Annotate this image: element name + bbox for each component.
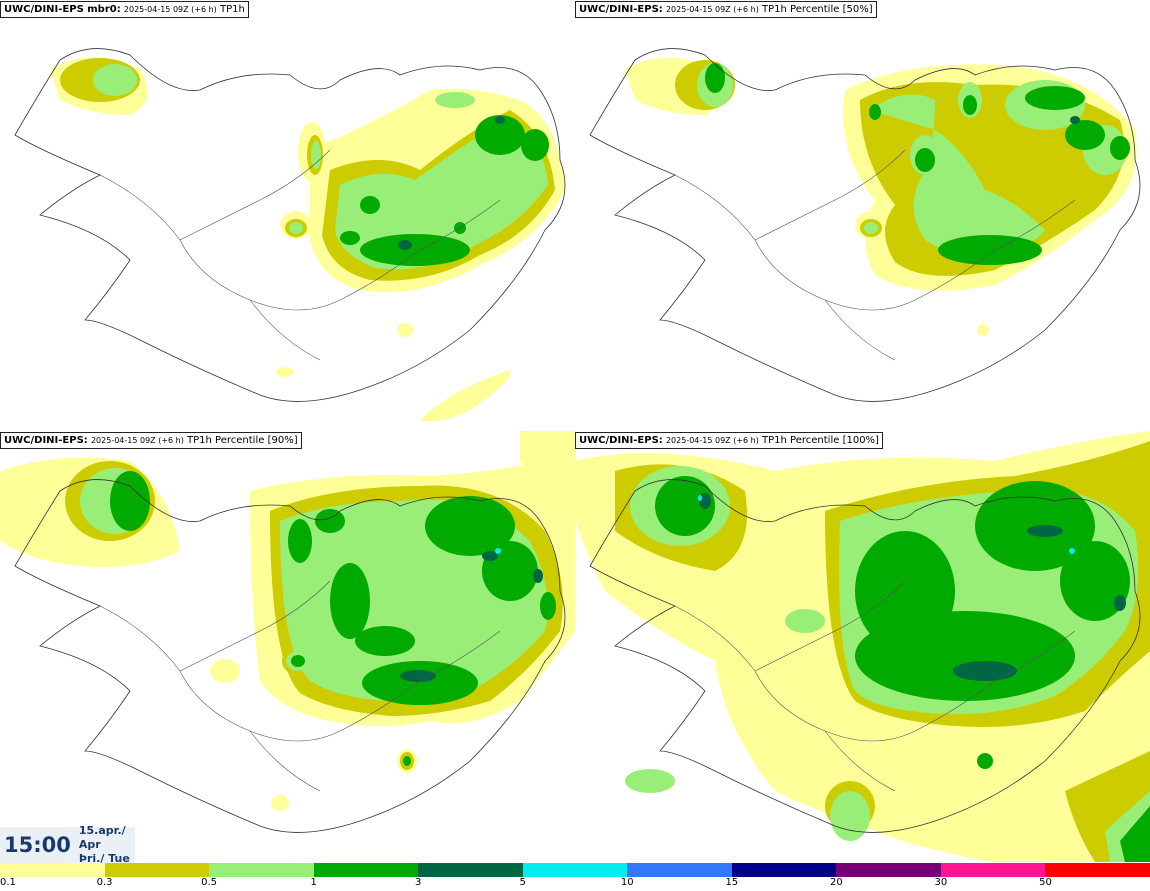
precip-1 xyxy=(655,476,1150,862)
roads xyxy=(99,580,501,792)
precip-3 xyxy=(398,116,505,250)
roads xyxy=(674,580,1076,792)
precip-3 xyxy=(1070,116,1080,124)
colorbar-segment xyxy=(731,863,837,877)
panel-title: UWC/DINI-EPS: 2025-04-15 09Z (+6 h) TP1h… xyxy=(0,432,302,449)
precip-3 xyxy=(699,493,1126,681)
panel-title: UWC/DINI-EPS: 2025-04-15 09Z (+6 h) TP1h… xyxy=(575,1,877,18)
coastline xyxy=(14,48,566,402)
colorbar-tick-label: 10 xyxy=(620,877,634,888)
colorbar xyxy=(0,863,1150,877)
precip-map xyxy=(0,431,575,833)
colorbar-tick-label: 0.1 xyxy=(0,877,16,888)
colorbar-segment xyxy=(940,863,1046,877)
roads xyxy=(674,149,1076,361)
coastline xyxy=(589,479,1141,833)
precip-map xyxy=(589,48,1141,402)
map-panel-p90: UWC/DINI-EPS: 2025-04-15 09Z (+6 h) TP1h… xyxy=(0,431,575,862)
colorbar-segment xyxy=(209,863,314,877)
map-panel-mbr0: UWC/DINI-EPS mbr0: 2025-04-15 09Z (+6 h)… xyxy=(0,0,575,431)
colorbar-segment xyxy=(0,863,105,877)
map-panel-p100: UWC/DINI-EPS: 2025-04-15 09Z (+6 h) TP1h… xyxy=(575,431,1150,862)
colorbar-segment xyxy=(313,863,419,877)
valid-date-day: 15.apr./ Apr xyxy=(78,824,126,851)
colorbar-tick-label: 30 xyxy=(934,877,948,888)
colorbar-segment xyxy=(522,863,628,877)
valid-time: 15:00 xyxy=(4,833,71,857)
valid-date: 15.apr./ Apr Þri./ Tue xyxy=(79,824,135,866)
panel-title: UWC/DINI-EPS mbr0: 2025-04-15 09Z (+6 h)… xyxy=(0,1,249,18)
precip-5 xyxy=(698,495,1075,554)
colorbar-segment xyxy=(418,863,523,877)
colorbar-tick-label: 3 xyxy=(414,877,422,888)
map-panel-p50: UWC/DINI-EPS: 2025-04-15 09Z (+6 h) TP1h… xyxy=(575,0,1150,431)
panel-title: UWC/DINI-EPS: 2025-04-15 09Z (+6 h) TP1h… xyxy=(575,432,883,449)
colorbar-tick-label: 20 xyxy=(829,877,843,888)
precip-1 xyxy=(340,115,549,266)
precip-map xyxy=(14,48,566,422)
coastline xyxy=(14,479,566,833)
precip-3 xyxy=(400,551,543,682)
colorbar-ticks: 0.1 0.3 0.5 1 3 5 10 15 20 30 50 xyxy=(0,877,1150,891)
colorbar-segment xyxy=(836,863,941,877)
precip-map xyxy=(575,431,1150,862)
colorbar-segment xyxy=(627,863,732,877)
valid-time-box: 15:00 15.apr./ Apr Þri./ Tue xyxy=(0,824,135,866)
valid-date-weekday: Þri./ Tue xyxy=(78,852,130,865)
colorbar-tick-label: 0.5 xyxy=(201,877,218,888)
precip-5 xyxy=(495,548,501,554)
colorbar-tick-label: 0.3 xyxy=(96,877,113,888)
colorbar-tick-label: 50 xyxy=(1039,877,1052,888)
colorbar-segment xyxy=(104,863,210,877)
colorbar-tick-label: 5 xyxy=(519,877,526,888)
roads xyxy=(99,149,501,361)
coastline xyxy=(589,48,1141,402)
colorbar-tick-label: 1 xyxy=(310,877,317,888)
precip-0-5 xyxy=(93,64,548,270)
colorbar-tick-label: 15 xyxy=(725,877,739,888)
colorbar-segment xyxy=(1045,863,1150,877)
precip-1 xyxy=(705,63,1130,265)
precip-1 xyxy=(110,471,556,766)
